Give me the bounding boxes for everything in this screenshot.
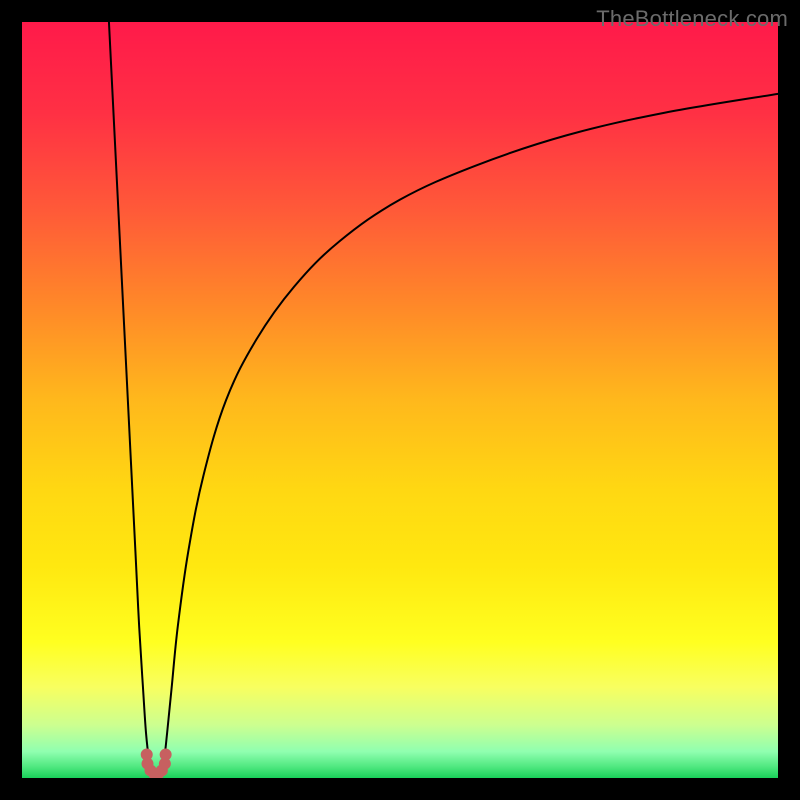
chart-canvas xyxy=(22,22,778,778)
gradient-background xyxy=(22,22,778,778)
plot-area xyxy=(22,22,778,778)
marker-point xyxy=(160,749,172,761)
watermark-text: TheBottleneck.com xyxy=(596,6,788,32)
